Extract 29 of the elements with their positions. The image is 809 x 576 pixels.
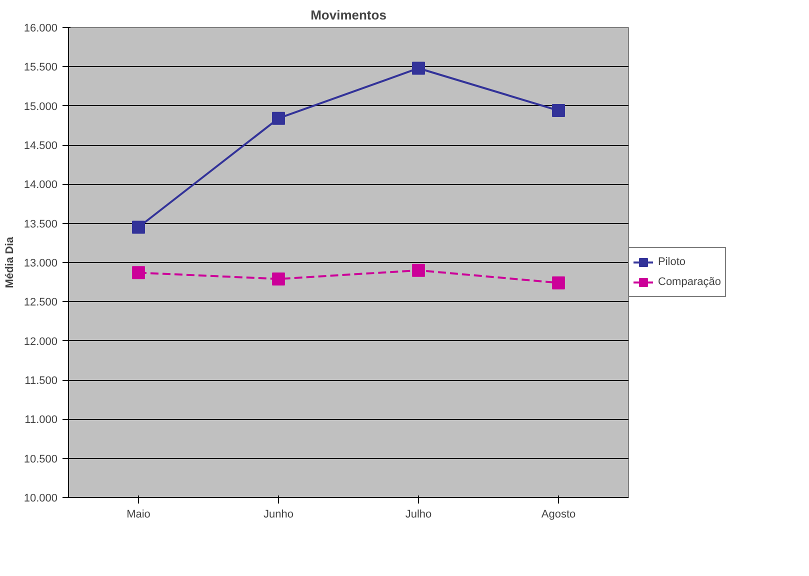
y-tick-label: 14.000 (24, 179, 58, 192)
y-tick-label: 11.500 (24, 375, 58, 387)
y-tick-label: 13.500 (24, 218, 58, 230)
point (272, 272, 285, 286)
y-tick-label: 12.000 (24, 336, 58, 348)
y-tick-label: 15.000 (24, 100, 58, 113)
point (412, 62, 425, 75)
point (412, 264, 425, 277)
point (552, 276, 565, 290)
legend-label: Comparação (658, 276, 721, 288)
y-tick-label: 14.500 (24, 140, 58, 152)
y-tick-label: 15.500 (24, 62, 58, 74)
x-tick-label: Julho (405, 508, 432, 520)
point (272, 112, 285, 125)
point (132, 266, 145, 280)
x-tick-label: Agosto (541, 508, 576, 520)
y-axis-title: Média Dia (4, 236, 16, 288)
x-tick-label: Maio (126, 508, 150, 520)
y-tick-label: 10.000 (24, 492, 58, 504)
legend-label: Piloto (658, 256, 686, 268)
chart-title: Movimentos (310, 8, 386, 22)
x-tick-label: Junho (264, 508, 294, 520)
y-tick-label: 10.500 (24, 453, 58, 466)
y-tick-label: 12.500 (24, 296, 58, 309)
point (132, 220, 145, 234)
y-tick-label: 16.000 (24, 22, 58, 34)
y-tick-label: 11.000 (24, 414, 58, 426)
point (552, 104, 565, 118)
y-tick-label: 13.000 (24, 258, 58, 270)
